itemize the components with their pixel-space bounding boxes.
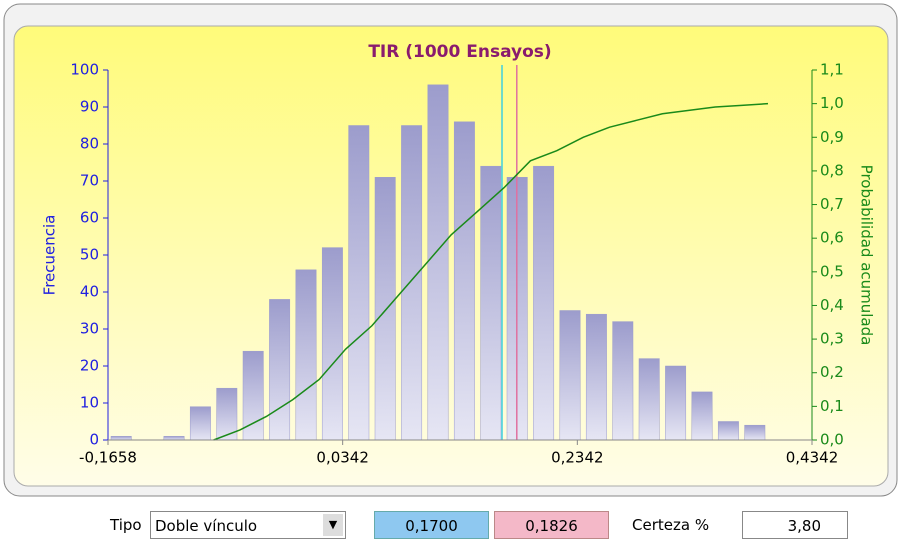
x-tick-label: 0,0342 [316, 449, 369, 467]
bar [585, 313, 607, 441]
bar [295, 269, 317, 441]
bar [348, 125, 370, 441]
y2-tick-label: 0,3 [820, 330, 844, 348]
y-tick-label: 90 [80, 98, 99, 116]
bar [110, 436, 132, 441]
y-tick-label: 80 [80, 135, 99, 153]
y2-tick-label: 0,9 [820, 128, 844, 146]
y-tick-label: 0 [89, 431, 99, 449]
y2-tick-label: 0,2 [820, 363, 844, 381]
bar [189, 406, 211, 441]
certainty-input[interactable]: 3,80 [742, 511, 848, 539]
chart-title: TIR (1000 Ensayos) [368, 42, 551, 62]
bar [163, 436, 185, 441]
y-tick-label: 60 [80, 209, 99, 227]
bar [269, 299, 291, 441]
y2-tick-label: 1,1 [820, 61, 844, 79]
x-tick-label: 0,4342 [786, 449, 839, 467]
bar [374, 177, 396, 441]
bar [321, 247, 343, 441]
y-tick-label: 10 [80, 394, 99, 412]
y2-tick-label: 0,8 [820, 161, 844, 179]
bar [665, 365, 687, 441]
bar [744, 424, 766, 441]
y2-tick-label: 0,4 [820, 296, 844, 314]
dropdown-arrow[interactable]: ▼ [323, 514, 343, 536]
y-axis-title: Frecuencia [41, 215, 59, 296]
certainty-label: Certeza % [632, 516, 710, 534]
type-dropdown[interactable]: Doble vínculo ▼ [150, 511, 346, 539]
bar [612, 321, 634, 441]
bar [717, 421, 739, 441]
x-tick-label: -0,1658 [79, 449, 137, 467]
y-tick-label: 70 [80, 172, 99, 190]
bar [427, 84, 449, 441]
bar [638, 358, 660, 441]
y-tick-label: 100 [70, 61, 99, 79]
lower-input[interactable]: 0,1700 [374, 511, 489, 539]
cumulative-line [213, 102, 769, 441]
bar [691, 391, 713, 441]
bar [559, 310, 581, 441]
type-label: Tipo [110, 516, 142, 534]
y2-tick-label: 0,5 [820, 262, 844, 280]
plot-background [13, 25, 889, 487]
y2-tick-label: 1,0 [820, 94, 844, 112]
y-tick-label: 20 [80, 357, 99, 375]
bar [533, 165, 555, 441]
y-tick-label: 30 [80, 320, 99, 338]
bar [453, 121, 475, 441]
bar [480, 165, 502, 441]
type-value: Doble vínculo [155, 517, 258, 535]
y2-tick-label: 0,6 [820, 229, 844, 247]
y2-tick-label: 0,7 [820, 195, 844, 213]
upper-input[interactable]: 0,1826 [494, 511, 609, 539]
y-tick-label: 40 [80, 283, 99, 301]
y2-tick-label: 0,1 [820, 397, 844, 415]
y2-axis-title: Probabilidad acumulada [858, 165, 876, 346]
y2-tick-label: 0,0 [820, 431, 844, 449]
chart: TIR (1000 Ensayos) Frecuencia Probabilid… [3, 3, 898, 497]
bar [401, 125, 423, 441]
y-tick-label: 50 [80, 246, 99, 264]
x-tick-label: 0,2342 [551, 449, 604, 467]
